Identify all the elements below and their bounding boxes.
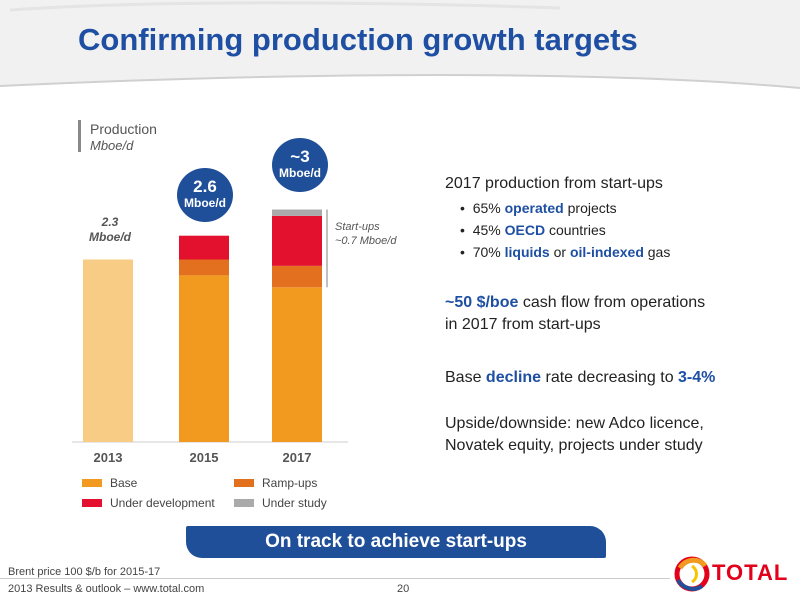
- legend-label-rampups: Ramp-ups: [262, 476, 318, 490]
- bar-2015-rampups: [179, 259, 229, 276]
- cashflow-line2: in 2017 from start-ups: [445, 316, 601, 333]
- bullet-text: countries: [545, 222, 606, 238]
- total-2015-unit: Mboe/d: [184, 196, 226, 210]
- bullet-highlight: liquids: [504, 244, 550, 260]
- startups-annotation: Start-ups ~0.7 Mboe/d: [335, 220, 396, 248]
- total-2017-value: ~3: [290, 147, 310, 166]
- total-2017-bubble: ~3 Mboe/d: [272, 138, 328, 192]
- x-tick-label-2015: 2015: [190, 450, 219, 465]
- x-tick-label-2017: 2017: [283, 450, 312, 465]
- axis-title-marker: [78, 120, 81, 152]
- chart-legend: Base Ramp-ups Under development Under st…: [82, 476, 382, 516]
- bar-2015-under-development: [179, 235, 229, 260]
- total-2013-unit: Mboe/d: [89, 230, 131, 244]
- decline-rate: 3-4%: [678, 369, 716, 386]
- bullet-text: 70%: [472, 244, 505, 260]
- total-2015-bubble: 2.6 Mboe/d: [177, 168, 233, 222]
- bullet-highlight: operated: [504, 200, 564, 216]
- y-axis-unit: Mboe/d: [90, 138, 134, 153]
- decline-text: Base decline rate decreasing to 3-4%: [445, 367, 715, 389]
- total-2017-unit: Mboe/d: [279, 166, 321, 180]
- bullet-oecd: • 45% OECD countries: [460, 222, 606, 238]
- total-2013-value: 2.3: [101, 215, 119, 229]
- header-swoosh: [0, 0, 800, 89]
- legend-label-under-development: Under development: [110, 496, 215, 510]
- x-tick-label-2013: 2013: [94, 450, 123, 465]
- legend-item-under-development: Under development: [82, 496, 215, 510]
- startups-heading: 2017 production from start-ups: [445, 175, 663, 192]
- decline-pre: Base: [445, 369, 486, 386]
- bar-2013-base: [83, 259, 133, 442]
- bullet-operated: • 65% operated projects: [460, 200, 617, 216]
- bullet-text: projects: [563, 200, 617, 216]
- startups-label: Start-ups: [335, 221, 380, 233]
- bar-2017-base: [272, 287, 322, 442]
- legend-swatch-under-study: [234, 499, 254, 507]
- upside-text: Upside/downside: new Adco licence, Novat…: [445, 413, 704, 457]
- legend-item-base: Base: [82, 476, 137, 490]
- total-logo-mark-icon: [674, 556, 710, 592]
- bullet-highlight: OECD: [504, 222, 546, 238]
- startups-value: ~0.7 Mboe/d: [335, 235, 397, 247]
- chart-title: Production: [90, 121, 157, 137]
- production-chart: 2013 2015 2017: [72, 209, 348, 465]
- bullet-text: or: [549, 244, 570, 260]
- decline-mid: rate decreasing to: [541, 369, 679, 386]
- bullet-liquids: • 70% liquids or oil-indexed gas: [460, 244, 671, 260]
- brand-wordmark: TOTAL: [712, 560, 789, 585]
- cashflow-line1: cash flow from operations: [518, 294, 706, 311]
- decline-highlight: decline: [485, 369, 542, 386]
- footnote: Brent price 100 $/b for 2015-17: [8, 566, 161, 578]
- bar-2017-under-development: [272, 215, 322, 266]
- conclusion-banner: On track to achieve start-ups: [186, 526, 606, 558]
- legend-item-under-study: Under study: [234, 496, 327, 510]
- cashflow-highlight: ~50 $/boe: [445, 294, 519, 311]
- bar-2017-rampups: [272, 265, 322, 288]
- bullet-highlight-2: oil-indexed: [569, 244, 644, 260]
- bar-2015-base: [179, 275, 229, 442]
- bullet-text: gas: [643, 244, 671, 260]
- footer-text: 2013 Results & outlook – www.total.com: [8, 583, 205, 595]
- legend-item-rampups: Ramp-ups: [234, 476, 317, 490]
- bullet-text: 65%: [472, 200, 505, 216]
- bullet-text: 45%: [472, 222, 505, 238]
- legend-swatch-rampups: [234, 479, 254, 487]
- footer-divider: [0, 578, 670, 579]
- upside-line2: Novatek equity, projects under study: [445, 437, 703, 454]
- legend-label-base: Base: [110, 476, 138, 490]
- upside-line1: Upside/downside: new Adco licence,: [445, 415, 704, 432]
- startups-bullets: • 65% operated projects • 45% OECD count…: [460, 197, 670, 263]
- bar-2017-under-study: [272, 209, 322, 216]
- page-number: 20: [397, 583, 410, 595]
- total-2013: 2.3 Mboe/d: [60, 215, 160, 245]
- cashflow-text: ~50 $/boe cash flow from operations in 2…: [445, 292, 705, 336]
- legend-swatch-under-development: [82, 499, 102, 507]
- total-logo: TOTAL: [672, 552, 796, 596]
- legend-swatch-base: [82, 479, 102, 487]
- total-2015-value: 2.6: [193, 177, 217, 196]
- page-title: Confirming production growth targets: [78, 22, 638, 57]
- legend-label-under-study: Under study: [262, 496, 327, 510]
